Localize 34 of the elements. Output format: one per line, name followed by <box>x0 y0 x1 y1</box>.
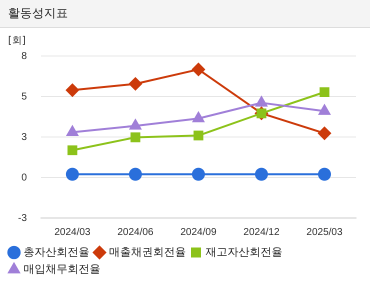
point <box>66 126 78 136</box>
legend-label: 매입채무회전율 <box>24 262 100 276</box>
y-tick-label: 5 <box>21 91 28 102</box>
point <box>318 126 331 140</box>
legend-label: 재고자산회전율 <box>206 245 282 258</box>
x-tick-label: 2024/06 <box>117 226 154 238</box>
x-tick-label: 2024/09 <box>180 226 217 238</box>
point <box>256 96 268 107</box>
y-tick-label: -3 <box>18 212 28 224</box>
y-tick-label: 0 <box>21 172 28 184</box>
legend-label: 매출채권회전율 <box>109 245 186 258</box>
x-tick-label: 2025/03 <box>306 226 343 238</box>
point <box>130 132 140 142</box>
point <box>318 168 331 181</box>
point <box>128 168 142 181</box>
point <box>68 145 78 156</box>
y-tick-label: 8 <box>21 50 28 62</box>
point <box>318 104 330 115</box>
point <box>192 168 205 181</box>
point <box>192 62 205 76</box>
point <box>128 77 142 90</box>
point <box>66 84 79 97</box>
chart-title: 활동성지표 <box>0 0 370 28</box>
x-tick-label: 2024/12 <box>243 226 280 238</box>
point <box>130 119 142 130</box>
x-tick-label: 2024/03 <box>54 226 91 238</box>
point <box>254 168 268 181</box>
legend-label: 총자산회전율 <box>24 245 90 258</box>
point <box>320 87 330 98</box>
point <box>192 112 204 122</box>
point <box>194 130 204 140</box>
y-tick-label: 3 <box>21 132 28 143</box>
point <box>66 168 79 181</box>
y-axis-title: [회] <box>8 36 26 47</box>
